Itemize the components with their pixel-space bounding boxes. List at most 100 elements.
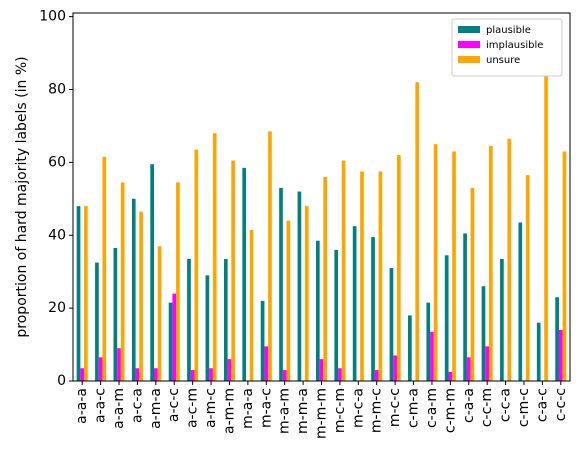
x-tick-label: c-c-c [553, 388, 569, 421]
bar [360, 171, 364, 381]
bar [279, 187, 283, 381]
bar [231, 160, 235, 381]
bar [84, 206, 88, 381]
bar [485, 346, 490, 381]
bar [95, 262, 99, 381]
x-tick-label: a-a-m [111, 388, 127, 429]
bar [489, 145, 493, 381]
x-tick-label: a-m-a [148, 388, 164, 429]
bar [98, 357, 103, 381]
bar [352, 226, 357, 381]
y-tick-label: 100 [39, 9, 66, 25]
bar [268, 131, 272, 381]
bar [430, 331, 434, 381]
legend-swatch [458, 56, 480, 63]
y-tick-label: 60 [48, 154, 66, 170]
bar [433, 144, 438, 381]
bar [113, 248, 118, 381]
plot-frame [72, 12, 571, 382]
bar [466, 357, 471, 381]
legend-swatch [458, 41, 480, 48]
bar [80, 368, 85, 381]
bar [242, 167, 247, 381]
bar [371, 237, 375, 381]
bar [378, 171, 383, 381]
bar [319, 359, 324, 381]
bar [209, 368, 213, 381]
bar [120, 182, 125, 381]
bar [168, 302, 173, 381]
bar [187, 258, 191, 381]
bar [297, 191, 302, 381]
x-tick-label: a-m-m [221, 388, 237, 434]
x-tick-label: m-a-c [258, 388, 274, 428]
bar [157, 246, 162, 381]
bar [282, 370, 287, 381]
bar [341, 160, 346, 381]
x-tick-label: a-c-c [166, 388, 182, 422]
bar [558, 329, 563, 381]
bar [227, 359, 232, 381]
x-tick-label: c-a-c [534, 388, 550, 422]
x-tick-label: m-a-m [277, 388, 293, 434]
bar [102, 156, 107, 381]
bar [76, 206, 81, 381]
x-tick-label: m-c-a [350, 388, 366, 428]
bar [507, 138, 512, 381]
bar [562, 151, 567, 381]
y-tick-label: 40 [48, 227, 66, 243]
x-tick-label: m-m-c [369, 388, 385, 433]
legend-label: unsure [486, 55, 520, 66]
y-axis-label: proportion of hard majority labels (in %… [14, 56, 30, 337]
legend-label: implausible [486, 40, 543, 51]
bar [264, 346, 269, 381]
x-tick-label: a-c-a [129, 388, 145, 423]
bar [525, 175, 530, 381]
x-tick-label: c-m-m [442, 388, 458, 433]
bar [448, 371, 453, 381]
y-tick-label: 0 [57, 373, 66, 389]
legend-label: plausible [486, 25, 531, 36]
bar [249, 229, 254, 381]
x-tick-label: a-a-c [93, 388, 109, 423]
bar [393, 355, 397, 381]
x-tick-label: c-m-c [516, 388, 532, 427]
x-tick-label: a-a-a [74, 388, 90, 424]
x-tick-label: c-m-a [406, 388, 422, 428]
bar [176, 182, 180, 381]
bar [286, 220, 291, 381]
bar [500, 258, 504, 381]
x-tick-label: m-a-a [240, 388, 256, 429]
bar [139, 211, 143, 381]
bar [555, 297, 559, 381]
x-tick-label: c-a-a [461, 388, 477, 423]
x-tick-label: c-c-a [498, 388, 514, 422]
bar [536, 322, 541, 381]
x-tick-label: c-c-m [479, 388, 495, 427]
legend: plausible implausible unsure [451, 18, 563, 77]
bar [131, 198, 136, 381]
bar [389, 268, 394, 381]
bar [194, 149, 199, 381]
bar [150, 164, 154, 381]
bar [315, 240, 320, 381]
x-tick-label: m-c-c [387, 388, 403, 427]
bar [452, 151, 456, 381]
bar [374, 370, 379, 381]
x-tick-label: c-a-m [424, 388, 440, 428]
bar [323, 176, 328, 381]
bar [518, 222, 523, 381]
bar [223, 258, 228, 381]
y-tick-label: 80 [48, 82, 66, 98]
bar [260, 300, 265, 381]
y-tick-label: 20 [48, 300, 66, 316]
bar [338, 368, 342, 381]
bar [153, 368, 158, 381]
bar [334, 249, 339, 381]
bar [415, 82, 420, 381]
x-tick-label: m-c-m [332, 388, 348, 433]
bar [408, 315, 412, 381]
bar [463, 233, 467, 381]
bar [172, 293, 177, 381]
